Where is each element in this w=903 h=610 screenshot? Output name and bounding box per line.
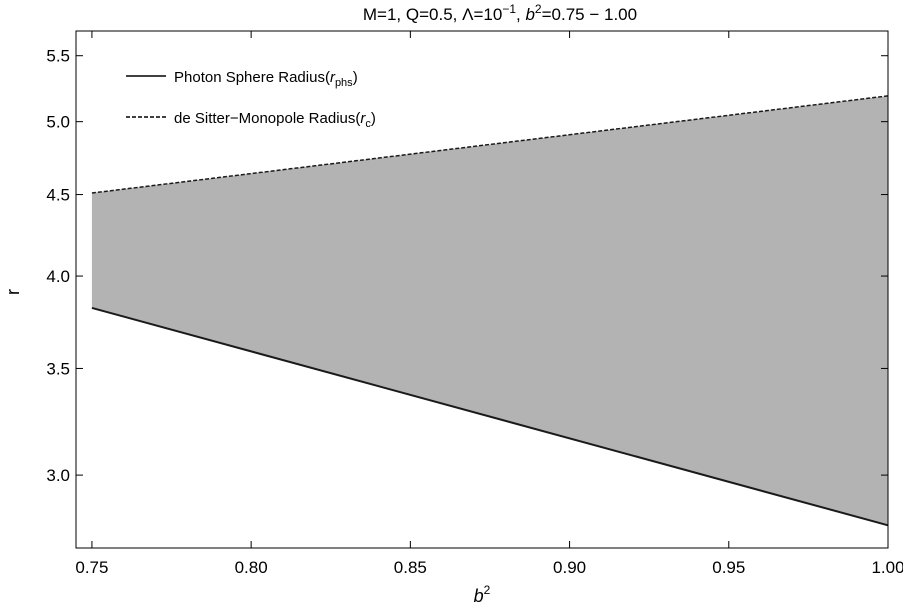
legend-label-photon-sphere-radius: Photon Sphere Radius(rphs) <box>174 69 358 89</box>
y-tick-label: 5.5 <box>46 47 70 66</box>
series-line-de-sitter-monopole-radius <box>91 95 889 194</box>
x-tick-label: 0.80 <box>235 558 268 577</box>
legend: Photon Sphere Radius(rphs) de Sitter−Mon… <box>126 69 376 130</box>
series-line-photon-sphere-radius <box>91 306 889 527</box>
y-tick-label: 4.0 <box>46 267 70 286</box>
plot-frame <box>75 30 889 549</box>
x-axis: 0.75 0.80 0.85 0.90 0.95 1.00 <box>75 31 903 577</box>
x-tick-label: 0.90 <box>553 558 586 577</box>
x-tick-label: 1.00 <box>871 558 903 577</box>
y-axis-label: r <box>3 289 23 295</box>
y-tick-label: 3.0 <box>46 466 70 485</box>
x-tick-label: 0.85 <box>394 558 427 577</box>
y-axis: 3.0 3.5 4.0 4.5 5.0 5.5 <box>46 47 888 485</box>
y-tick-label: 5.0 <box>46 113 70 132</box>
y-tick-label: 3.5 <box>46 359 70 378</box>
x-axis-label: b2 <box>474 583 491 606</box>
y-tick-label: 4.5 <box>46 186 70 205</box>
fill-region <box>91 95 888 526</box>
x-tick-label: 0.75 <box>75 558 108 577</box>
chart-title: M=1, Q=0.5, Λ=10−1, b2=0.75 − 1.00 <box>363 2 637 24</box>
x-tick-label: 0.95 <box>712 558 745 577</box>
legend-label-de-sitter-monopole-radius: de Sitter−Monopole Radius(rc) <box>174 110 376 130</box>
